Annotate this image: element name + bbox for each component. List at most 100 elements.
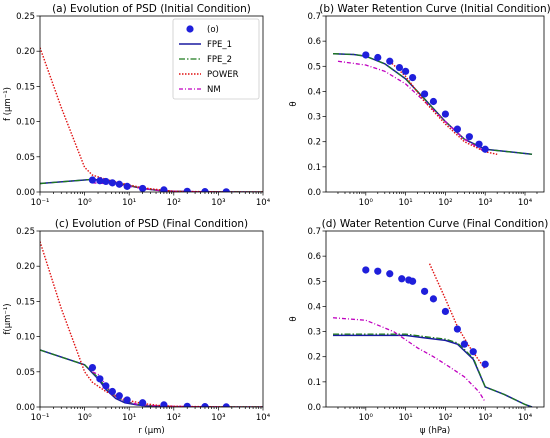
data-point-obs — [222, 403, 230, 407]
panel-a: (a) Evolution of PSD (Initial Condition)… — [3, 3, 271, 208]
data-point-obs — [395, 63, 404, 72]
data-point-obs — [183, 402, 191, 407]
data-point-obs — [441, 110, 450, 118]
plot-frame — [325, 230, 545, 408]
plot-frame — [39, 230, 264, 408]
data-point-obs — [409, 277, 417, 285]
x-tick-label: 10⁰ — [359, 198, 374, 208]
legend-label: (o) — [207, 25, 219, 35]
y-tick-label: 0.3 — [307, 328, 321, 338]
plot-area — [332, 51, 533, 156]
data-point-obs — [481, 360, 489, 368]
y-tick-label: 0.5 — [307, 62, 321, 72]
y-tick-label: 0.7 — [307, 12, 321, 22]
y-tick-label: 0.05 — [16, 368, 35, 378]
data-point-obs — [362, 266, 370, 274]
series-line-power — [40, 47, 263, 192]
x-tick-label: 10⁴ — [256, 413, 271, 423]
x-axis-label: r (μm) — [138, 426, 165, 436]
plot-area — [332, 263, 533, 407]
data-point-obs — [108, 179, 116, 187]
data-point-obs — [386, 270, 394, 278]
y-tick-label: 0.5 — [307, 277, 321, 287]
plot-frame — [325, 15, 545, 193]
x-tick-label: 10⁰ — [77, 198, 92, 208]
data-point-obs — [460, 340, 468, 348]
panel-title: (d) Water Retention Curve (Final Conditi… — [322, 218, 549, 230]
series-line-fpe2 — [40, 349, 263, 407]
data-point-obs — [115, 392, 123, 400]
x-tick-label: 10² — [438, 198, 452, 208]
y-axis-label: f (μm⁻¹) — [3, 87, 13, 121]
x-tick-label: 10¹ — [122, 413, 136, 423]
y-tick-label: 0.3 — [307, 113, 321, 123]
x-tick-label: 10³ — [478, 413, 492, 423]
data-point-obs — [183, 187, 191, 192]
y-axis-label: θ — [289, 101, 299, 106]
series-line-fpe1 — [333, 334, 533, 407]
y-tick-label: 0.20 — [16, 47, 35, 57]
data-point-obs — [139, 184, 147, 192]
y-tick-label: 0.4 — [307, 87, 321, 97]
y-tick-label: 0.05 — [16, 153, 35, 163]
panel-title: (a) Evolution of PSD (Initial Condition) — [52, 3, 251, 15]
legend: (o) FPE_1 FPE_2 POWER NM — [172, 18, 260, 100]
series-line-fpe2 — [332, 53, 533, 155]
y-tick-label: 0.15 — [16, 297, 35, 307]
data-point-obs — [398, 275, 406, 283]
data-point-obs — [429, 295, 438, 303]
y-tick-label: 0.0 — [307, 188, 321, 198]
data-point-obs — [374, 53, 382, 62]
panel-b: (b) Water Retention Curve (Initial Condi… — [289, 3, 550, 208]
x-tick-label: 10³ — [211, 413, 225, 423]
data-point-obs — [469, 348, 477, 356]
y-tick-label: 0.10 — [16, 333, 35, 343]
x-tick-label: 10² — [167, 198, 181, 208]
data-point-obs — [409, 74, 417, 82]
data-point-obs — [441, 307, 450, 316]
legend-label: POWER — [207, 70, 239, 80]
series-line-nm — [332, 317, 486, 403]
x-tick-label: 10¹ — [398, 413, 412, 423]
data-point-obs — [88, 176, 97, 184]
panel-title: (c) Evolution of PSD (Final Condition) — [55, 218, 248, 230]
data-point-obs — [374, 267, 382, 275]
y-tick-label: 0.1 — [307, 378, 321, 388]
series-line-power — [389, 60, 498, 155]
data-point-obs — [201, 188, 209, 192]
panel-d: (d) Water Retention Curve (Final Conditi… — [289, 218, 548, 436]
data-point-obs — [475, 140, 483, 148]
y-tick-label: 0.10 — [16, 118, 35, 128]
x-tick-label: 10⁴ — [518, 198, 533, 208]
series-line-fpe1 — [40, 349, 263, 407]
y-axis-label: f(μm⁻¹) — [3, 303, 13, 334]
plot-frame — [39, 15, 264, 193]
data-point-obs — [96, 177, 104, 185]
x-tick-label: 10⁴ — [518, 413, 533, 423]
y-tick-label: 0.1 — [307, 163, 321, 173]
data-point-obs — [201, 403, 209, 407]
series-line-power — [40, 241, 263, 407]
y-tick-label: 0.6 — [307, 37, 321, 47]
x-tick-label: 10⁴ — [256, 198, 271, 208]
y-tick-label: 0.4 — [307, 302, 321, 312]
y-tick-label: 0.6 — [307, 252, 321, 262]
series-line-power — [428, 263, 486, 370]
plot-area — [40, 241, 263, 407]
data-point-obs — [402, 67, 410, 75]
y-tick-label: 0.0 — [307, 403, 321, 413]
data-point-obs — [160, 401, 168, 407]
data-point-obs — [108, 387, 116, 396]
y-tick-label: 0.25 — [16, 12, 35, 22]
x-tick-label: 10² — [438, 413, 452, 423]
x-tick-label: 10³ — [211, 198, 225, 208]
data-point-obs — [465, 133, 473, 141]
legend-marker-obs — [186, 25, 194, 33]
data-point-obs — [123, 396, 131, 404]
x-tick-label: 10³ — [478, 198, 492, 208]
data-point-obs — [481, 145, 489, 153]
legend-label: FPE_1 — [207, 40, 232, 50]
data-point-obs — [160, 186, 168, 192]
x-tick-label: 10⁰ — [359, 413, 374, 423]
